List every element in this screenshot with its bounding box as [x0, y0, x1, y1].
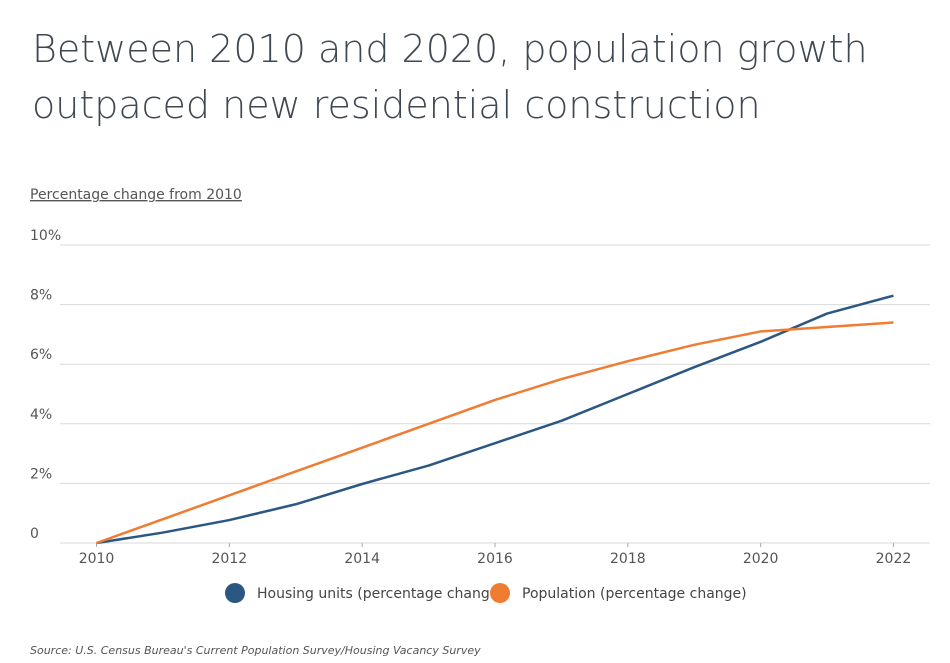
source: Source: U.S. Census Bureau's Current Pop… [30, 644, 481, 657]
x-tick-label: 2020 [743, 551, 779, 567]
x-tick-label: 2018 [610, 551, 646, 567]
chart-title: Between 2010 and 2020, population growth [32, 27, 868, 71]
legend-label: Population (percentage change) [522, 586, 747, 602]
line [96, 294, 894, 545]
x-tick-label: 2014 [344, 551, 380, 567]
legend-marker [225, 583, 245, 603]
x-tick-label: 2010 [79, 551, 115, 567]
y-tick-label: 2% [30, 466, 52, 482]
x-tick-label: 2012 [212, 551, 248, 567]
legend-marker [490, 583, 510, 603]
legend-label: Housing units (percentage change) [257, 586, 504, 602]
y-tick-label: 4% [30, 407, 52, 423]
y-tick-label: 6% [30, 347, 52, 363]
y-tick-label: 8% [30, 288, 52, 304]
y-axis-title: Percentage change from 2010 [30, 187, 242, 203]
y-tick-label: 0 [30, 526, 39, 542]
y-tick-label: 10% [30, 228, 61, 244]
x-tick-label: 2022 [876, 551, 912, 567]
x-tick-label: 2016 [477, 551, 513, 567]
line [96, 321, 894, 545]
chart-title: outpaced new residential construction [32, 83, 761, 127]
